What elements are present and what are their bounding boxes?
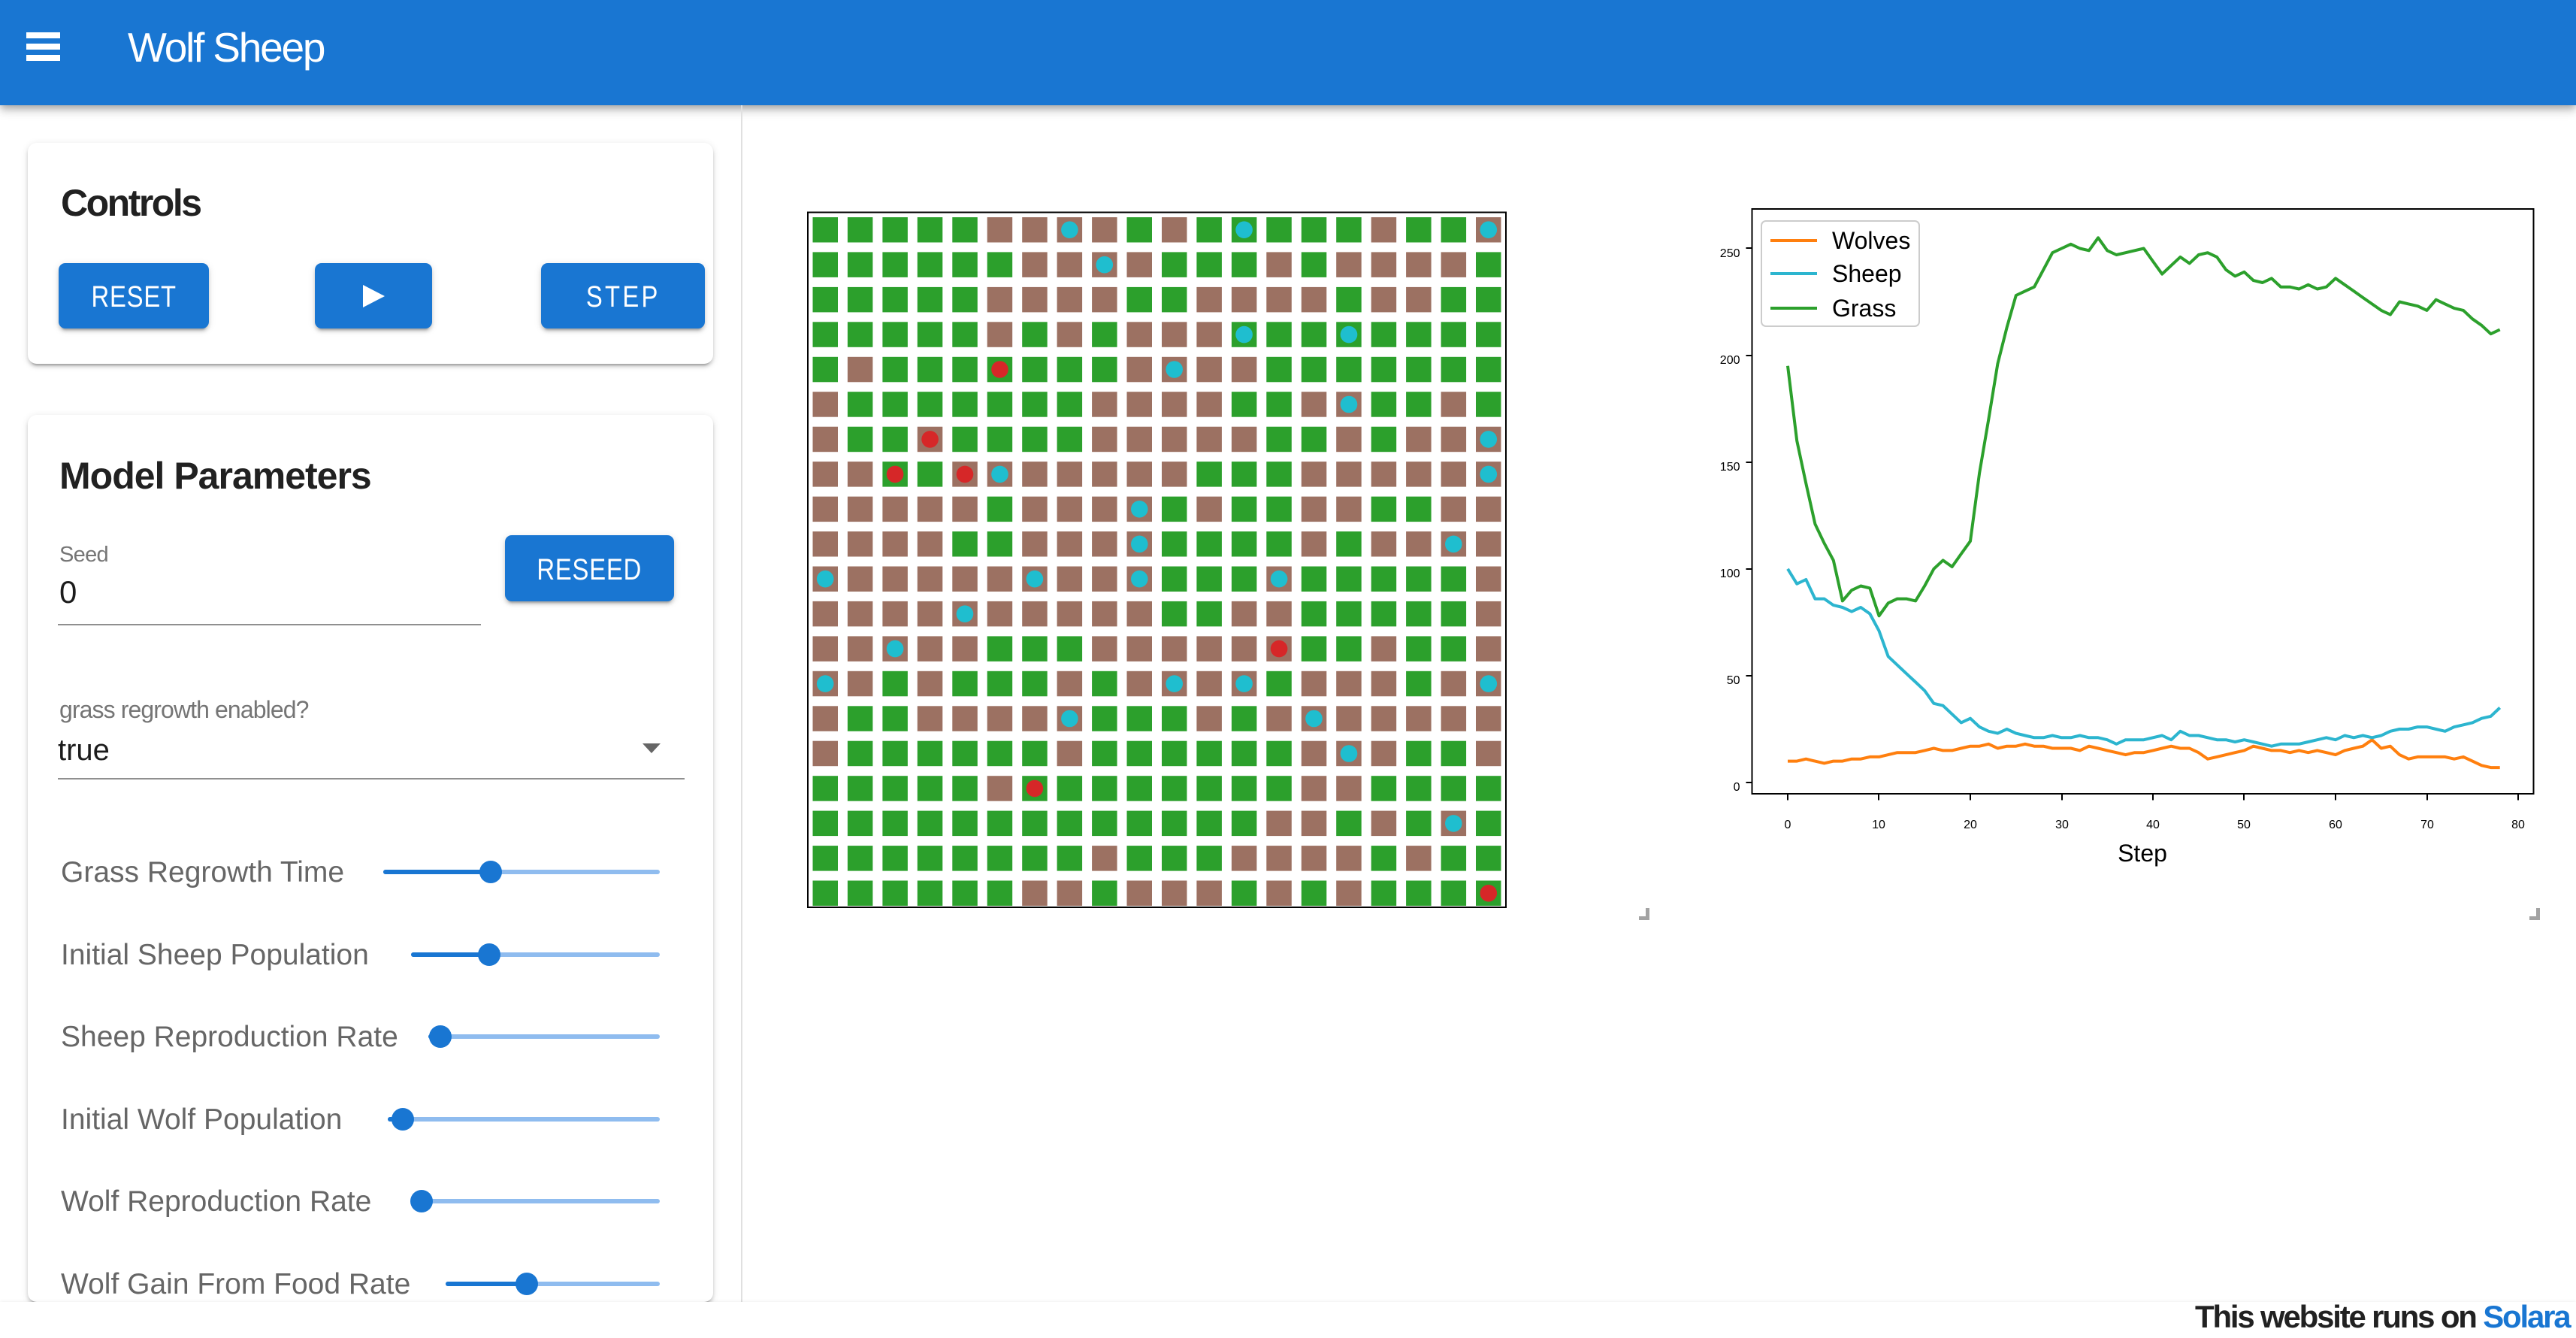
svg-text:Sheep: Sheep	[1832, 260, 1902, 287]
svg-text:50: 50	[1727, 674, 1740, 687]
svg-text:80: 80	[2511, 819, 2525, 831]
svg-text:40: 40	[2146, 819, 2160, 831]
svg-text:Step: Step	[2118, 840, 2167, 867]
svg-text:30: 30	[2055, 819, 2069, 831]
svg-text:70: 70	[2420, 819, 2434, 831]
svg-text:Grass: Grass	[1832, 295, 1896, 322]
svg-text:200: 200	[1720, 354, 1740, 367]
svg-text:10: 10	[1872, 819, 1885, 831]
svg-text:250: 250	[1720, 247, 1740, 260]
svg-text:60: 60	[2329, 819, 2342, 831]
svg-text:Wolves: Wolves	[1832, 227, 1910, 254]
svg-text:0: 0	[1734, 781, 1740, 794]
svg-text:0: 0	[1785, 819, 1791, 831]
svg-text:50: 50	[2237, 819, 2251, 831]
svg-text:20: 20	[1964, 819, 1977, 831]
svg-text:100: 100	[1720, 568, 1740, 580]
svg-text:150: 150	[1720, 461, 1740, 474]
